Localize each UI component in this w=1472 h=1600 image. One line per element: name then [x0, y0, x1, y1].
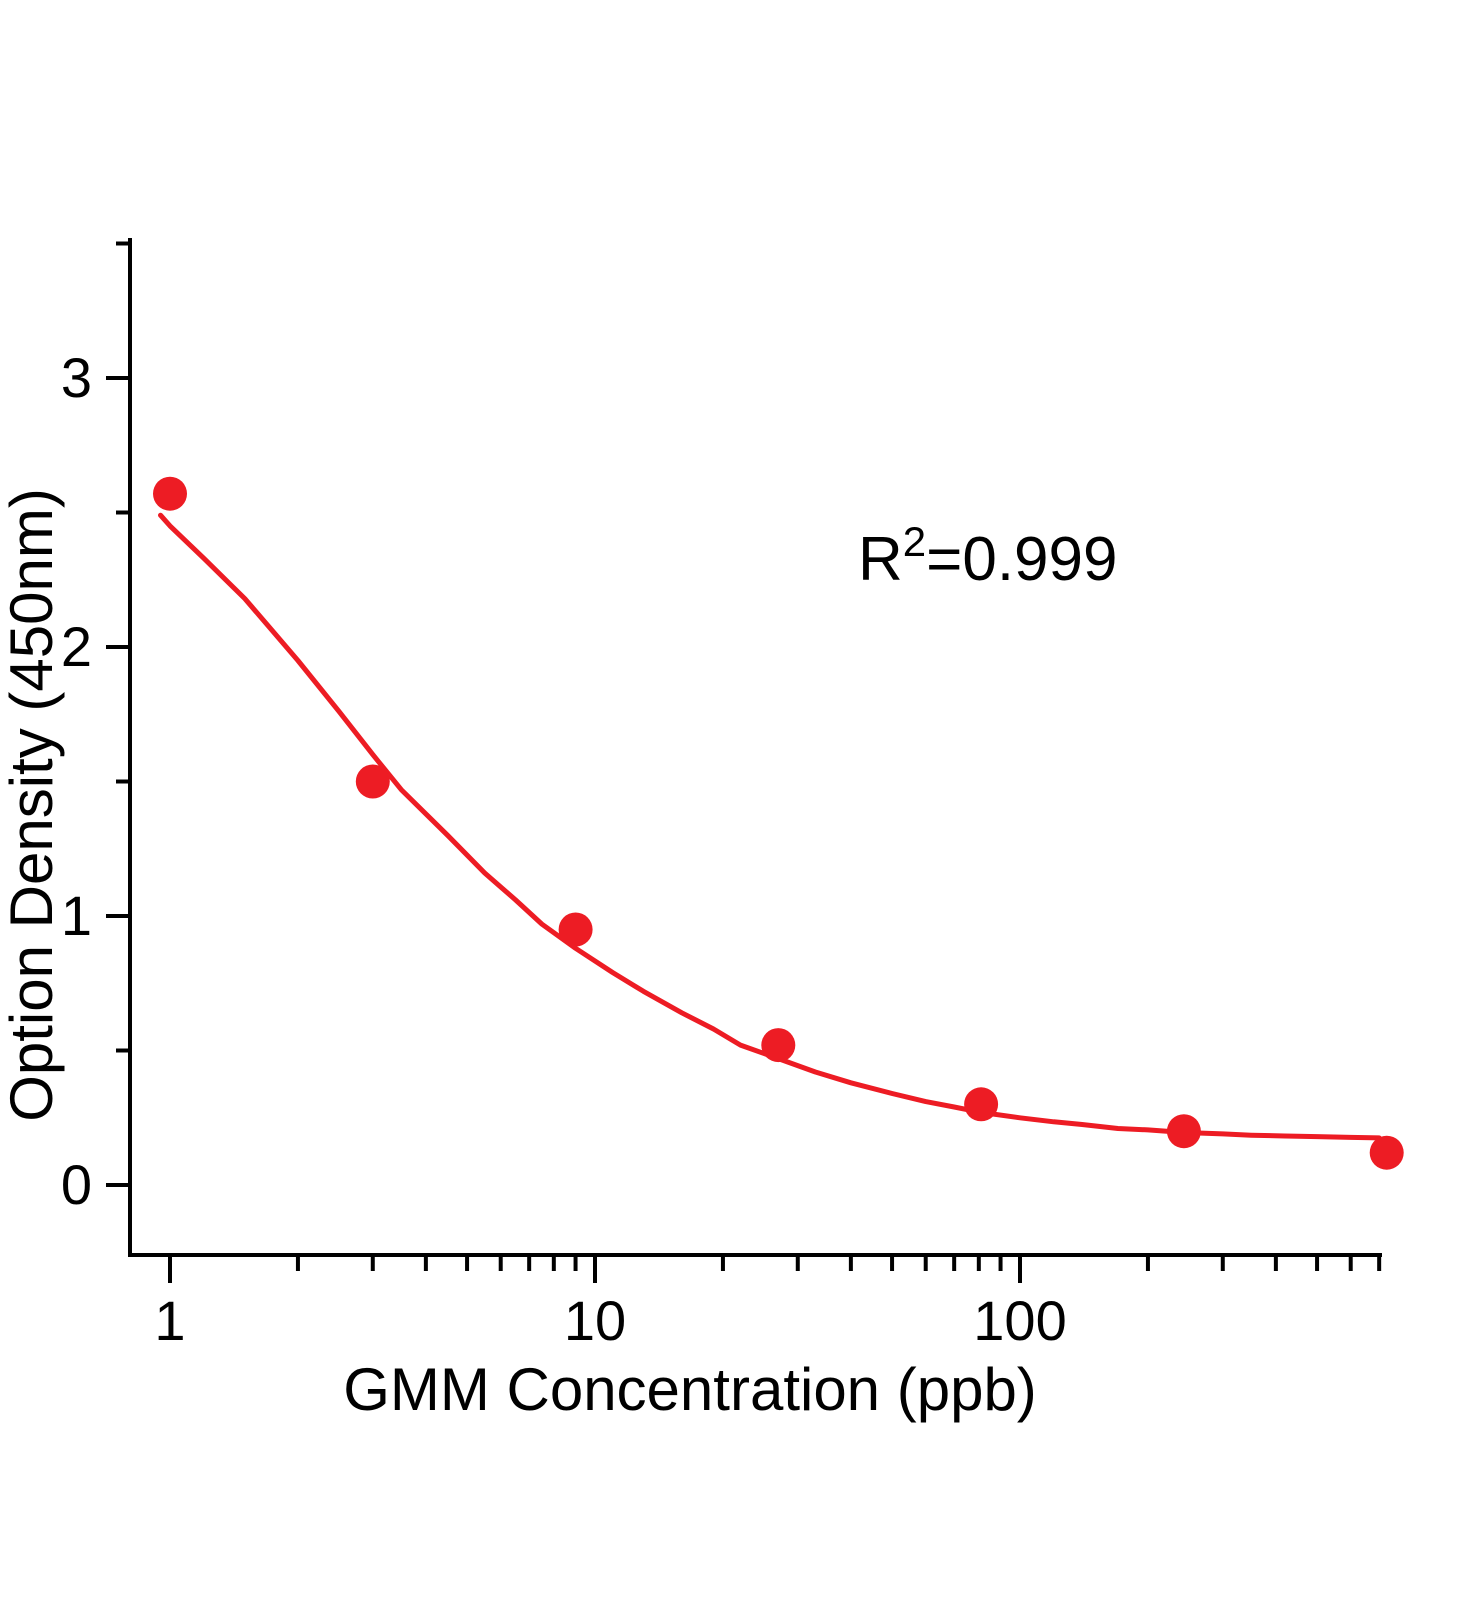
x-tick-label: 10	[564, 1289, 626, 1352]
x-axis-title: GMM Concentration (ppb)	[343, 1356, 1037, 1423]
y-axis-title: Option Density (450nm)	[0, 488, 65, 1122]
tick-labels: 0 1 2 3 1 10 100	[61, 346, 1067, 1352]
y-tick-label: 3	[61, 346, 92, 409]
y-tick-label: 1	[61, 884, 92, 947]
data-point	[1166, 1114, 1201, 1149]
data-point	[761, 1028, 796, 1063]
data-point	[355, 764, 390, 799]
data-point	[1369, 1135, 1404, 1170]
data-point	[964, 1087, 999, 1122]
x-tick-label: 100	[973, 1289, 1066, 1352]
r-squared-annotation: R2=0.999	[858, 518, 1118, 594]
data-point-series	[153, 476, 1404, 1170]
axes	[106, 238, 1382, 1283]
x-tick-label: 1	[154, 1289, 185, 1352]
data-point	[558, 912, 593, 947]
y-tick-label: 0	[61, 1153, 92, 1216]
y-tick-label: 2	[61, 615, 92, 678]
data-point	[153, 476, 187, 511]
